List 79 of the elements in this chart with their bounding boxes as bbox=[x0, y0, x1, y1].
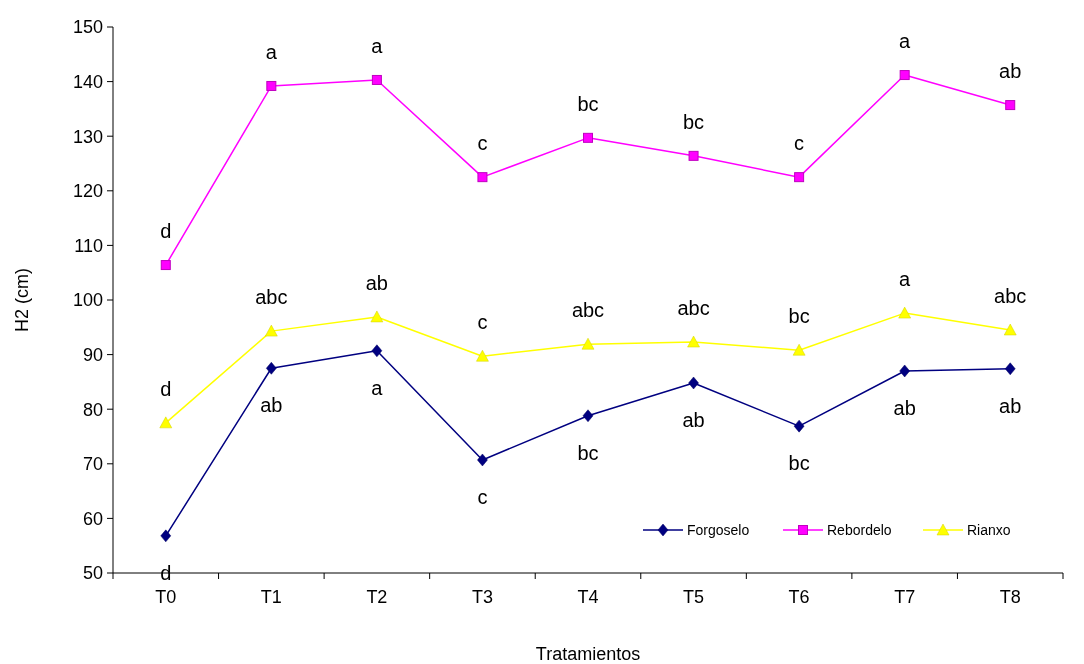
x-tick-label: T0 bbox=[155, 587, 177, 607]
point bbox=[160, 529, 172, 543]
point bbox=[476, 349, 489, 362]
point bbox=[898, 306, 911, 319]
annotation: c bbox=[477, 132, 488, 155]
y-tick-label: 130 bbox=[72, 126, 103, 147]
annotation: d bbox=[160, 220, 172, 243]
point bbox=[371, 74, 382, 85]
x-tick-label: T7 bbox=[894, 587, 916, 607]
x-tick-label: T2 bbox=[366, 587, 388, 607]
annotation: bc bbox=[788, 305, 810, 328]
point bbox=[688, 376, 699, 390]
y-tick-label: 80 bbox=[82, 399, 103, 420]
annotation: a bbox=[371, 34, 384, 57]
y-tick-label: 50 bbox=[82, 563, 103, 584]
point bbox=[266, 362, 277, 375]
annotation: abc bbox=[677, 297, 710, 320]
point bbox=[160, 260, 171, 271]
point bbox=[266, 80, 277, 91]
y-tick-label: 100 bbox=[72, 290, 103, 311]
x-tick-label: T1 bbox=[260, 587, 282, 607]
point bbox=[371, 344, 383, 358]
point bbox=[581, 337, 595, 350]
y-tick-label: 70 bbox=[82, 454, 103, 475]
x-axis-title: Tratamientos bbox=[535, 644, 641, 664]
annotation: bc bbox=[788, 452, 810, 475]
x-tick-label: T8 bbox=[999, 587, 1021, 607]
annotation: d bbox=[160, 377, 172, 400]
y-tick-label: 60 bbox=[82, 508, 103, 529]
annotation: c bbox=[477, 485, 488, 508]
y-tick-label: 110 bbox=[74, 235, 103, 256]
y-tick-label: 150 bbox=[72, 17, 103, 38]
annotation: ab bbox=[365, 271, 389, 294]
annotation: c bbox=[477, 311, 488, 334]
y-tick-label: 90 bbox=[82, 344, 103, 365]
annotation: a bbox=[265, 40, 278, 63]
x-tick-label: T4 bbox=[577, 587, 599, 607]
y-tick-label: 140 bbox=[72, 71, 103, 92]
point bbox=[1004, 362, 1016, 376]
point bbox=[1003, 323, 1017, 336]
point bbox=[477, 453, 488, 467]
point bbox=[265, 324, 278, 337]
point bbox=[687, 335, 700, 348]
point bbox=[794, 172, 805, 183]
point bbox=[1005, 100, 1016, 111]
y-tick-label: 120 bbox=[72, 181, 103, 202]
point bbox=[370, 310, 384, 323]
annotation: d bbox=[160, 561, 172, 584]
annotation: a bbox=[371, 376, 384, 399]
annotation: ab bbox=[682, 408, 705, 431]
point bbox=[159, 416, 173, 429]
point bbox=[899, 70, 910, 81]
legend-label: Rianxo bbox=[967, 521, 1011, 538]
annotation: a bbox=[899, 268, 912, 291]
y-axis-title: H2 (cm) bbox=[12, 268, 32, 332]
x-tick-label: T3 bbox=[471, 587, 493, 607]
annotation: ab bbox=[999, 60, 1022, 83]
annotation: bc bbox=[577, 92, 599, 115]
annotation: abc bbox=[571, 299, 605, 322]
annotation: abc bbox=[994, 285, 1027, 308]
annotation: bc bbox=[682, 110, 705, 133]
annotation: ab bbox=[260, 394, 283, 417]
point bbox=[477, 172, 488, 183]
point bbox=[583, 132, 593, 143]
point bbox=[793, 419, 805, 433]
annotation: bc bbox=[577, 441, 599, 464]
annotation: c bbox=[794, 132, 805, 155]
annotation: ab bbox=[999, 394, 1022, 417]
point bbox=[792, 343, 806, 356]
x-tick-label: T5 bbox=[683, 587, 705, 607]
annotation: a bbox=[899, 30, 912, 53]
point bbox=[899, 364, 910, 378]
point bbox=[688, 150, 699, 161]
annotation: ab bbox=[893, 396, 916, 419]
legend-label: Rebordelo bbox=[827, 521, 892, 538]
x-tick-label: T6 bbox=[788, 587, 810, 607]
annotation: abc bbox=[255, 286, 288, 309]
point bbox=[582, 409, 594, 422]
legend-label: Forgoselo bbox=[687, 521, 750, 538]
